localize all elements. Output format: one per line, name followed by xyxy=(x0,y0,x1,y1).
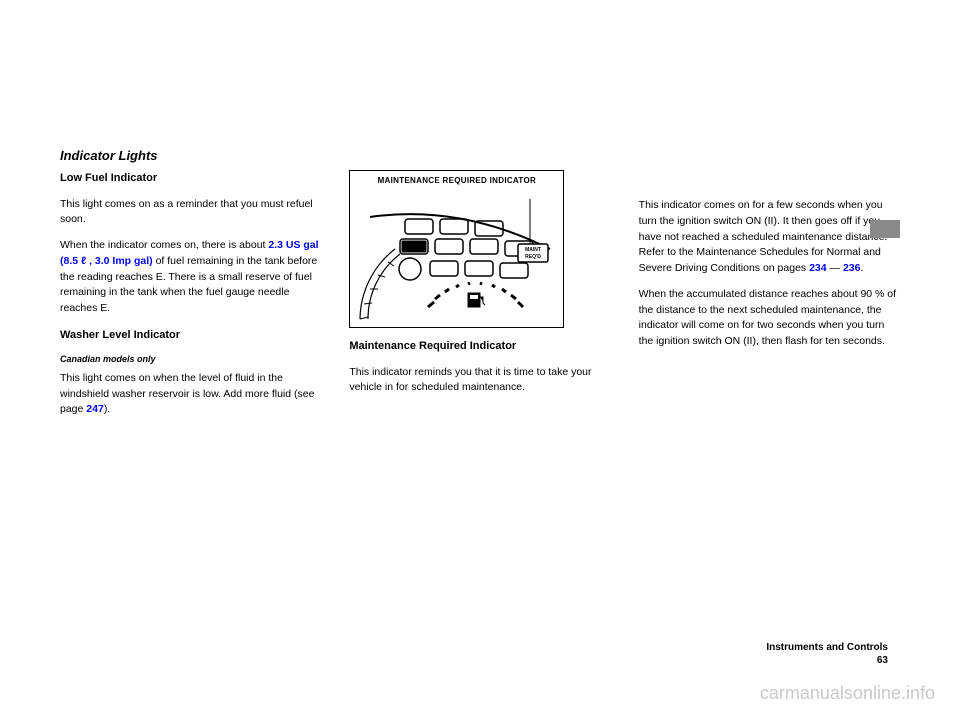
text: . xyxy=(861,262,864,274)
washer-heading: Washer Level Indicator xyxy=(60,327,321,344)
section-title: Indicator Lights xyxy=(60,148,158,163)
col1-p3: This light comes on when the level of fl… xyxy=(60,371,321,418)
col1-p2: When the indicator comes on, there is ab… xyxy=(60,238,321,317)
text: — xyxy=(827,262,843,274)
column-1: Low Fuel Indicator This light comes on a… xyxy=(60,170,321,428)
column-3: This indicator comes on for a few second… xyxy=(639,170,900,428)
fuel-gauge-icon xyxy=(425,280,525,307)
page-link-234[interactable]: 234 xyxy=(809,262,827,274)
page-tab xyxy=(870,220,900,238)
column-2: MAINTENANCE REQUIRED INDICATOR M xyxy=(349,170,610,428)
footer: Instruments and Controls 63 xyxy=(766,642,888,666)
page-link-247[interactable]: 247 xyxy=(86,403,104,415)
col1-p1: This light comes on as a reminder that y… xyxy=(60,197,321,229)
text: ). xyxy=(104,403,110,415)
text: When the indicator comes on, there is ab… xyxy=(60,239,268,251)
page-link-236[interactable]: 236 xyxy=(843,262,861,274)
col1-note: Canadian models only xyxy=(60,353,321,367)
page-number: 63 xyxy=(766,655,888,666)
svg-text:MAINT: MAINT xyxy=(525,247,541,253)
dashboard-svg: MAINT REQ'D xyxy=(350,189,565,329)
watermark: carmanualsonline.info xyxy=(760,683,935,704)
low-fuel-heading: Low Fuel Indicator xyxy=(60,170,321,187)
svg-text:REQ'D: REQ'D xyxy=(526,254,542,260)
footer-category: Instruments and Controls xyxy=(766,642,888,653)
qty-link-2[interactable]: ℓ , 3.0 Imp gal) xyxy=(81,255,153,267)
gauge-title: MAINTENANCE REQUIRED INDICATOR xyxy=(350,175,563,187)
maint-heading: Maintenance Required Indicator xyxy=(349,338,610,355)
col3-p2: When the accumulated distance reaches ab… xyxy=(639,287,900,350)
col2-p1: This indicator reminds you that it is ti… xyxy=(349,365,610,397)
col3-p1: This indicator comes on for a few second… xyxy=(639,198,900,277)
gauge-diagram: MAINTENANCE REQUIRED INDICATOR M xyxy=(349,170,564,328)
page-content: Low Fuel Indicator This light comes on a… xyxy=(0,0,960,428)
